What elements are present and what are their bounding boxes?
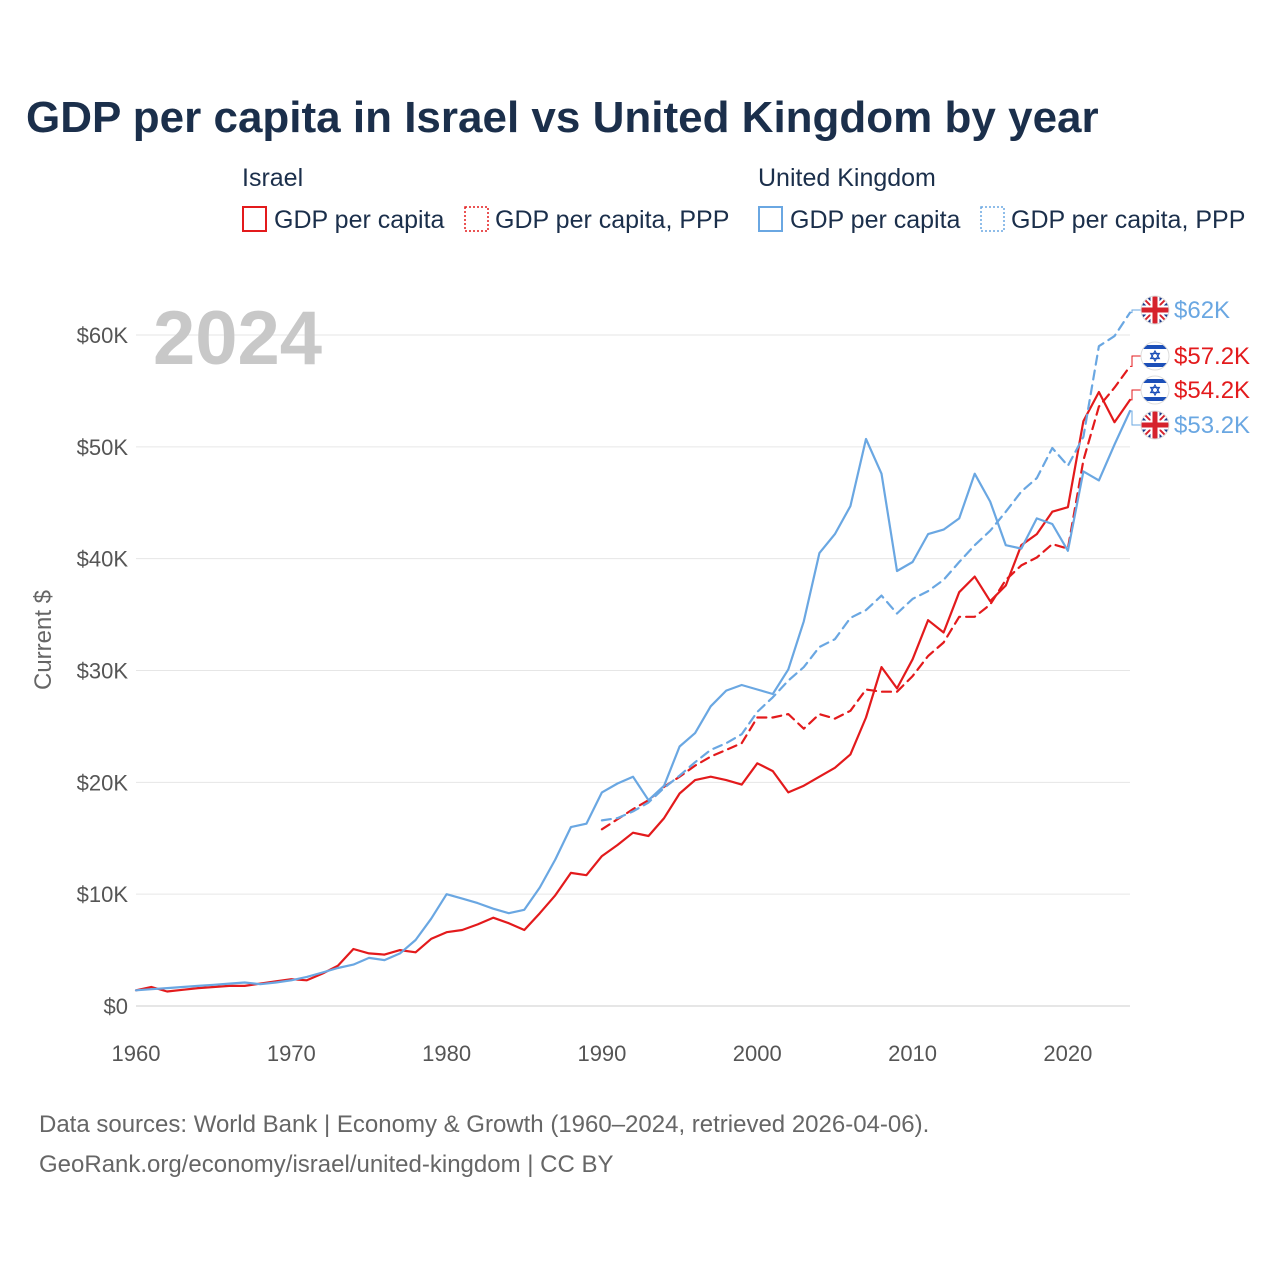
uk-flag-icon xyxy=(1140,410,1170,440)
legend-swatch-dashed xyxy=(980,206,1005,232)
uk-flag-icon xyxy=(1140,295,1170,325)
legend-group-label: United Kingdom xyxy=(758,164,936,192)
end-label-connector xyxy=(1130,355,1141,367)
y-tick-label: $30K xyxy=(77,659,129,684)
y-axis-ticks: $0 $10K $20K $30K $40K $50K $60K xyxy=(77,323,129,1019)
y-tick-label: $20K xyxy=(77,770,129,795)
legend-group-israel: Israel GDP per capita GDP per capita, PP… xyxy=(242,164,729,234)
y-axis-label: Current $ xyxy=(30,590,57,690)
legend-item-label[interactable]: GDP per capita, PPP xyxy=(1011,206,1245,234)
y-tick-label: $0 xyxy=(104,994,128,1019)
series-line-united-kingdom-gdp-per-capita-ppp[interactable] xyxy=(600,311,1132,822)
x-tick-label: 1960 xyxy=(112,1041,161,1066)
year-watermark: 2024 xyxy=(153,296,322,381)
x-tick-label: 1980 xyxy=(422,1041,471,1066)
y-tick-label: $10K xyxy=(77,882,129,907)
source-line-1: Data sources: World Bank | Economy & Gro… xyxy=(39,1111,929,1138)
israel-flag-icon xyxy=(1140,375,1170,405)
end-value-label: $53.2K xyxy=(1174,412,1250,439)
legend-item-label[interactable]: GDP per capita, PPP xyxy=(495,206,729,234)
end-label-connector xyxy=(1130,309,1141,314)
series-line-israel-gdp-per-capita-ppp[interactable] xyxy=(600,365,1132,831)
y-tick-label: $60K xyxy=(77,323,129,348)
x-axis-ticks: 1960 1970 1980 1990 2000 2010 2020 xyxy=(112,1041,1093,1066)
israel-flag-icon xyxy=(1140,341,1170,371)
legend-swatch-solid xyxy=(758,206,783,232)
end-value-label: $54.2K xyxy=(1174,377,1250,404)
x-tick-label: 2010 xyxy=(888,1041,937,1066)
legend-swatch-dashed xyxy=(464,206,489,232)
x-tick-label: 2000 xyxy=(733,1041,782,1066)
y-tick-label: $50K xyxy=(77,435,129,460)
legend: Israel GDP per capita GDP per capita, PP… xyxy=(242,164,1245,234)
x-tick-label: 1970 xyxy=(267,1041,316,1066)
legend-item-label[interactable]: GDP per capita xyxy=(790,206,961,234)
end-value-label: $57.2K xyxy=(1174,343,1250,370)
series-line-united-kingdom-gdp-per-capita[interactable] xyxy=(134,409,1132,992)
end-value-label: $62K xyxy=(1174,297,1230,324)
end-labels: $62K $57.2K $54.2K $53.2K xyxy=(1130,295,1250,440)
source-line-2[interactable]: GeoRank.org/economy/israel/united-kingdo… xyxy=(39,1151,614,1178)
legend-group-label: Israel xyxy=(242,164,303,192)
x-tick-label: 1990 xyxy=(577,1041,626,1066)
end-label-connector xyxy=(1130,389,1141,401)
legend-item-label[interactable]: GDP per capita xyxy=(274,206,445,234)
series-lines xyxy=(134,311,1132,993)
y-tick-label: $40K xyxy=(77,547,129,572)
x-tick-label: 2020 xyxy=(1043,1041,1092,1066)
chart-title: GDP per capita in Israel vs United Kingd… xyxy=(26,93,1099,142)
end-label-connector xyxy=(1130,410,1141,426)
legend-group-united-kingdom: United Kingdom GDP per capita GDP per ca… xyxy=(758,164,1245,234)
grid xyxy=(136,334,1130,1007)
series-line-israel-gdp-per-capita[interactable] xyxy=(134,390,1132,993)
legend-swatch-solid xyxy=(242,206,267,232)
